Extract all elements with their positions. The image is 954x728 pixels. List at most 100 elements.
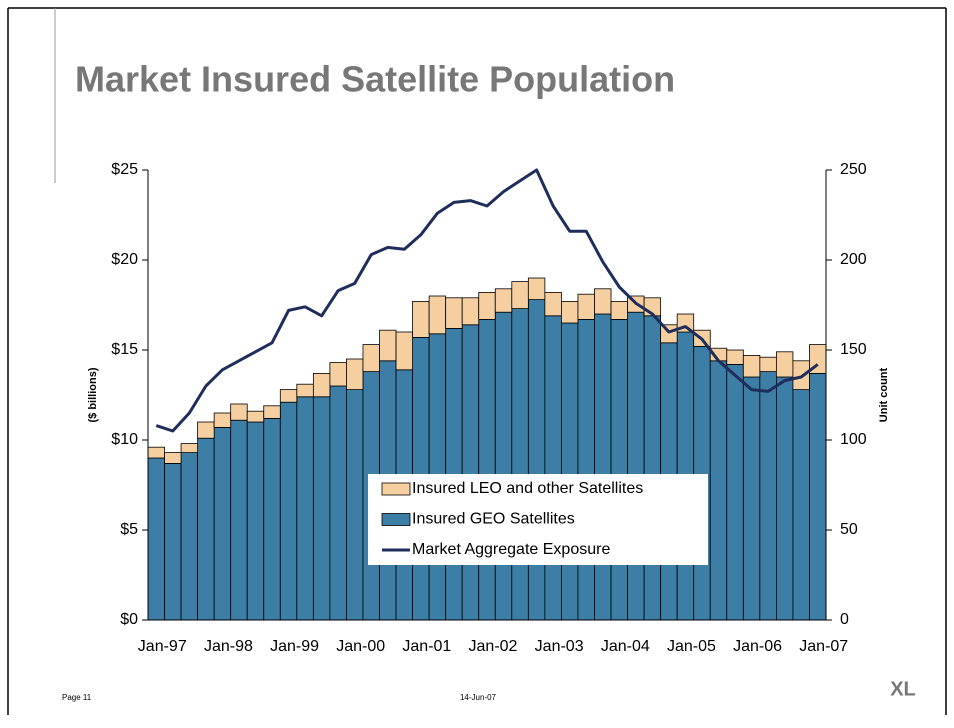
bar bbox=[428, 295, 447, 335]
bar bbox=[296, 396, 314, 621]
bar bbox=[263, 417, 281, 621]
bar bbox=[312, 396, 331, 621]
bar bbox=[544, 315, 562, 621]
bar bbox=[627, 311, 645, 621]
bar bbox=[180, 443, 199, 454]
bar bbox=[246, 421, 265, 621]
bar bbox=[213, 412, 232, 428]
logo: XL bbox=[890, 678, 916, 700]
x-tick-label: Jan-97 bbox=[138, 638, 187, 655]
x-tick-label: Jan-07 bbox=[799, 638, 848, 655]
y2-tick-label: 250 bbox=[840, 161, 867, 178]
y-tick-label: $20 bbox=[111, 251, 138, 268]
page-number: Page 11 bbox=[62, 693, 92, 702]
bar bbox=[147, 457, 165, 621]
bar bbox=[478, 291, 496, 320]
bar bbox=[312, 372, 331, 398]
bar bbox=[577, 293, 595, 320]
bar bbox=[561, 322, 579, 621]
bar bbox=[197, 421, 215, 439]
bar bbox=[726, 363, 744, 621]
y-tick-label: $15 bbox=[111, 341, 138, 358]
bar bbox=[809, 372, 827, 621]
y2-tick-label: 200 bbox=[840, 251, 867, 268]
bar bbox=[544, 291, 562, 317]
x-tick-label: Jan-04 bbox=[601, 638, 650, 655]
bar bbox=[577, 318, 595, 621]
bar bbox=[742, 376, 761, 621]
y2-tick-label: 50 bbox=[840, 521, 858, 538]
bar bbox=[527, 277, 546, 301]
bar bbox=[279, 401, 298, 621]
x-tick-label: Jan-05 bbox=[667, 638, 716, 655]
y-axis-title: ($ billions) bbox=[87, 367, 99, 422]
bar bbox=[561, 300, 579, 324]
bar bbox=[230, 403, 248, 421]
bar bbox=[279, 389, 298, 403]
bar bbox=[594, 313, 612, 621]
bar bbox=[775, 351, 794, 378]
x-tick-label: Jan-06 bbox=[733, 638, 782, 655]
bar bbox=[362, 344, 380, 373]
bar bbox=[461, 297, 480, 326]
legend-swatch bbox=[381, 482, 411, 496]
x-tick-label: Jan-00 bbox=[336, 638, 385, 655]
y-tick-label: $5 bbox=[120, 521, 138, 538]
footer-date: 14-Jun-07 bbox=[460, 693, 497, 702]
y-tick-label: $25 bbox=[111, 161, 138, 178]
bar bbox=[296, 383, 314, 398]
bar bbox=[164, 462, 182, 621]
bar bbox=[230, 419, 248, 621]
bar bbox=[346, 358, 364, 391]
x-tick-label: Jan-03 bbox=[535, 638, 584, 655]
legend-box bbox=[368, 474, 708, 565]
y2-tick-label: 0 bbox=[840, 611, 849, 628]
bar bbox=[494, 311, 513, 621]
slide-title: Market Insured Satellite Population bbox=[75, 59, 675, 100]
y-tick-label: $0 bbox=[120, 611, 138, 628]
bar bbox=[346, 389, 364, 621]
bar bbox=[709, 360, 728, 621]
y-tick-label: $10 bbox=[111, 431, 138, 448]
y2-axis-title: Unit count bbox=[878, 367, 890, 422]
y2-tick-label: 150 bbox=[840, 341, 867, 358]
bar bbox=[742, 354, 761, 378]
legend-swatch bbox=[381, 513, 411, 526]
line-series bbox=[155, 168, 819, 433]
bar bbox=[213, 426, 232, 621]
bar bbox=[610, 318, 628, 621]
bar bbox=[147, 446, 165, 459]
bar bbox=[792, 389, 810, 621]
bar bbox=[412, 300, 430, 338]
bar bbox=[197, 437, 215, 621]
bar bbox=[180, 452, 199, 621]
bar bbox=[775, 376, 794, 621]
bar bbox=[395, 331, 413, 371]
bar bbox=[461, 324, 480, 621]
bar bbox=[478, 318, 496, 621]
bar bbox=[329, 385, 347, 621]
bar bbox=[527, 299, 546, 621]
bar bbox=[759, 371, 777, 621]
y2-tick-label: 100 bbox=[840, 431, 867, 448]
bar bbox=[445, 297, 463, 329]
legend-label: Market Aggregate Exposure bbox=[412, 541, 610, 558]
x-tick-label: Jan-02 bbox=[469, 638, 518, 655]
bar bbox=[610, 300, 628, 320]
x-tick-label: Jan-98 bbox=[204, 638, 253, 655]
x-tick-label: Jan-99 bbox=[270, 638, 319, 655]
bar bbox=[263, 405, 281, 419]
x-tick-label: Jan-01 bbox=[402, 638, 451, 655]
bar bbox=[594, 288, 612, 315]
legend-label: Insured GEO Satellites bbox=[412, 511, 575, 528]
bar bbox=[511, 281, 529, 310]
bar bbox=[494, 288, 513, 313]
plot: $0 $5 $10 $15 $20 $25 0 50 100 150 200 250 Jan-97 Jan… bbox=[111, 161, 867, 655]
bar bbox=[246, 410, 265, 423]
bar bbox=[726, 349, 744, 365]
bar bbox=[329, 362, 347, 387]
bar bbox=[164, 452, 182, 464]
bar bbox=[643, 315, 662, 621]
legend-label: Insured LEO and other Satellites bbox=[412, 480, 643, 497]
